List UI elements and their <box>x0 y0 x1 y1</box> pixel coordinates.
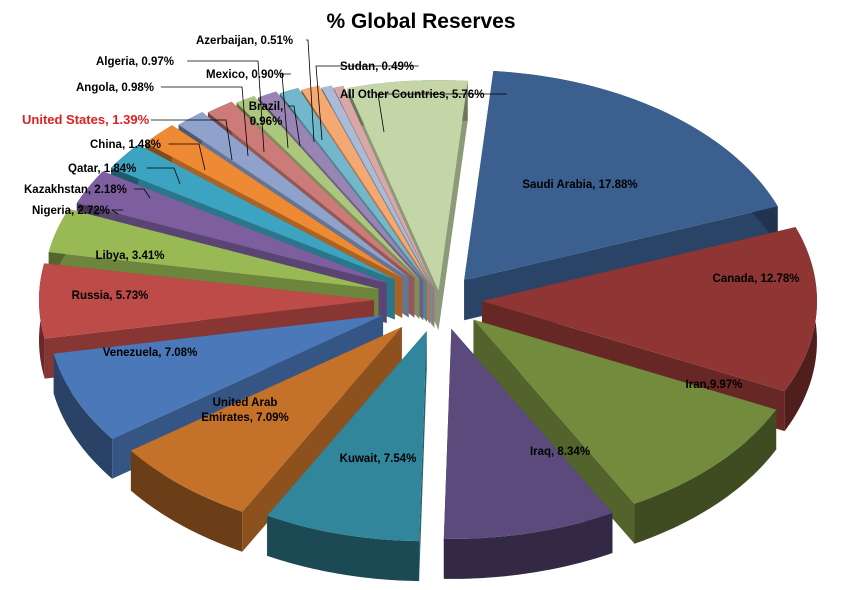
data-label-iraq: Iraq, 8.34% <box>530 446 590 458</box>
data-label-all-other-countries: All Other Countries, 5.76% <box>340 89 484 101</box>
leader-line <box>134 188 151 199</box>
leader-line <box>281 73 291 149</box>
data-label-qatar: Qatar, 1.84% <box>68 163 136 175</box>
leader-line <box>160 86 249 157</box>
data-label-nigeria: Nigeria, 2.72% <box>32 205 110 217</box>
slice-top <box>53 315 384 439</box>
pie-slice-kuwait <box>267 331 427 582</box>
data-label-kazakhstan: Kazakhstan, 2.18% <box>24 184 127 196</box>
slice-top <box>76 171 387 283</box>
slice-rim <box>634 409 777 544</box>
data-label-angola: Angola, 0.98% <box>76 82 154 94</box>
slice-top <box>258 91 424 281</box>
slice-wall <box>438 80 468 331</box>
leader-line <box>377 93 507 133</box>
data-label-iran: Iran,9.97% <box>686 379 743 391</box>
leader-line <box>110 209 124 215</box>
data-labels: Saudi Arabia, 17.88% Canada, 12.78% Iran,9… <box>22 35 799 465</box>
slice-top <box>301 85 430 284</box>
leader-line <box>146 167 181 185</box>
data-label-azerbaijan: Azerbaijan, 0.51% <box>196 35 293 47</box>
slice-top <box>130 327 402 512</box>
slice-top <box>279 88 427 282</box>
slice-top <box>333 85 435 289</box>
slice-top <box>473 319 777 504</box>
data-label-united-arab-emirates: United Arab Emirates, 7.09% <box>201 397 289 424</box>
slice-top <box>39 263 375 339</box>
pie-slice-iran <box>473 319 777 544</box>
slice-rim <box>130 450 243 552</box>
slice-top <box>48 209 379 289</box>
slice-rim <box>443 513 613 579</box>
leader-line <box>151 119 233 161</box>
slice-top <box>236 96 420 279</box>
slice-rim <box>53 353 113 479</box>
chart-title: % Global Reserves <box>326 10 516 33</box>
data-label-china: China, 1.48% <box>90 139 161 151</box>
slice-rim <box>267 515 420 582</box>
pie-slice-united-arab-emirates <box>130 327 402 552</box>
slice-top <box>207 101 415 278</box>
slice-top <box>321 85 433 286</box>
slice-top <box>178 112 409 278</box>
data-label-venezuela: Venezuela, 7.08% <box>103 347 198 359</box>
slice-wall <box>473 319 635 544</box>
data-label-saudi-arabia: Saudi Arabia, 17.88% <box>522 179 637 191</box>
slice-top <box>267 331 427 542</box>
slice-top <box>145 125 403 278</box>
data-label-united-states: United States, 1.39% <box>22 112 150 127</box>
data-label-canada: Canada, 12.78% <box>713 273 800 285</box>
slice-top <box>481 227 817 392</box>
leader-line <box>288 105 301 147</box>
leader-line <box>315 65 419 141</box>
slice-top <box>111 144 395 280</box>
leader-line <box>306 39 315 143</box>
slice-top <box>443 328 613 539</box>
data-label-mexico: Mexico, 0.90% <box>206 69 284 81</box>
slice-top <box>464 71 778 281</box>
data-label-libya: Libya, 3.41% <box>95 250 164 262</box>
data-label-russia: Russia, 5.73% <box>72 290 149 302</box>
leader-line <box>168 143 206 171</box>
leader-line <box>187 60 265 153</box>
pie-slices <box>39 71 817 582</box>
data-label-brazil: Brazil, 0.96% <box>249 101 284 128</box>
data-label-kuwait: Kuwait, 7.54% <box>340 453 417 465</box>
data-label-algeria: Algeria, 0.97% <box>96 56 174 68</box>
data-label-sudan: Sudan, 0.49% <box>340 61 414 73</box>
slice-top <box>347 80 468 291</box>
slice-wall <box>419 331 427 582</box>
pie-slice-iraq <box>443 328 613 579</box>
